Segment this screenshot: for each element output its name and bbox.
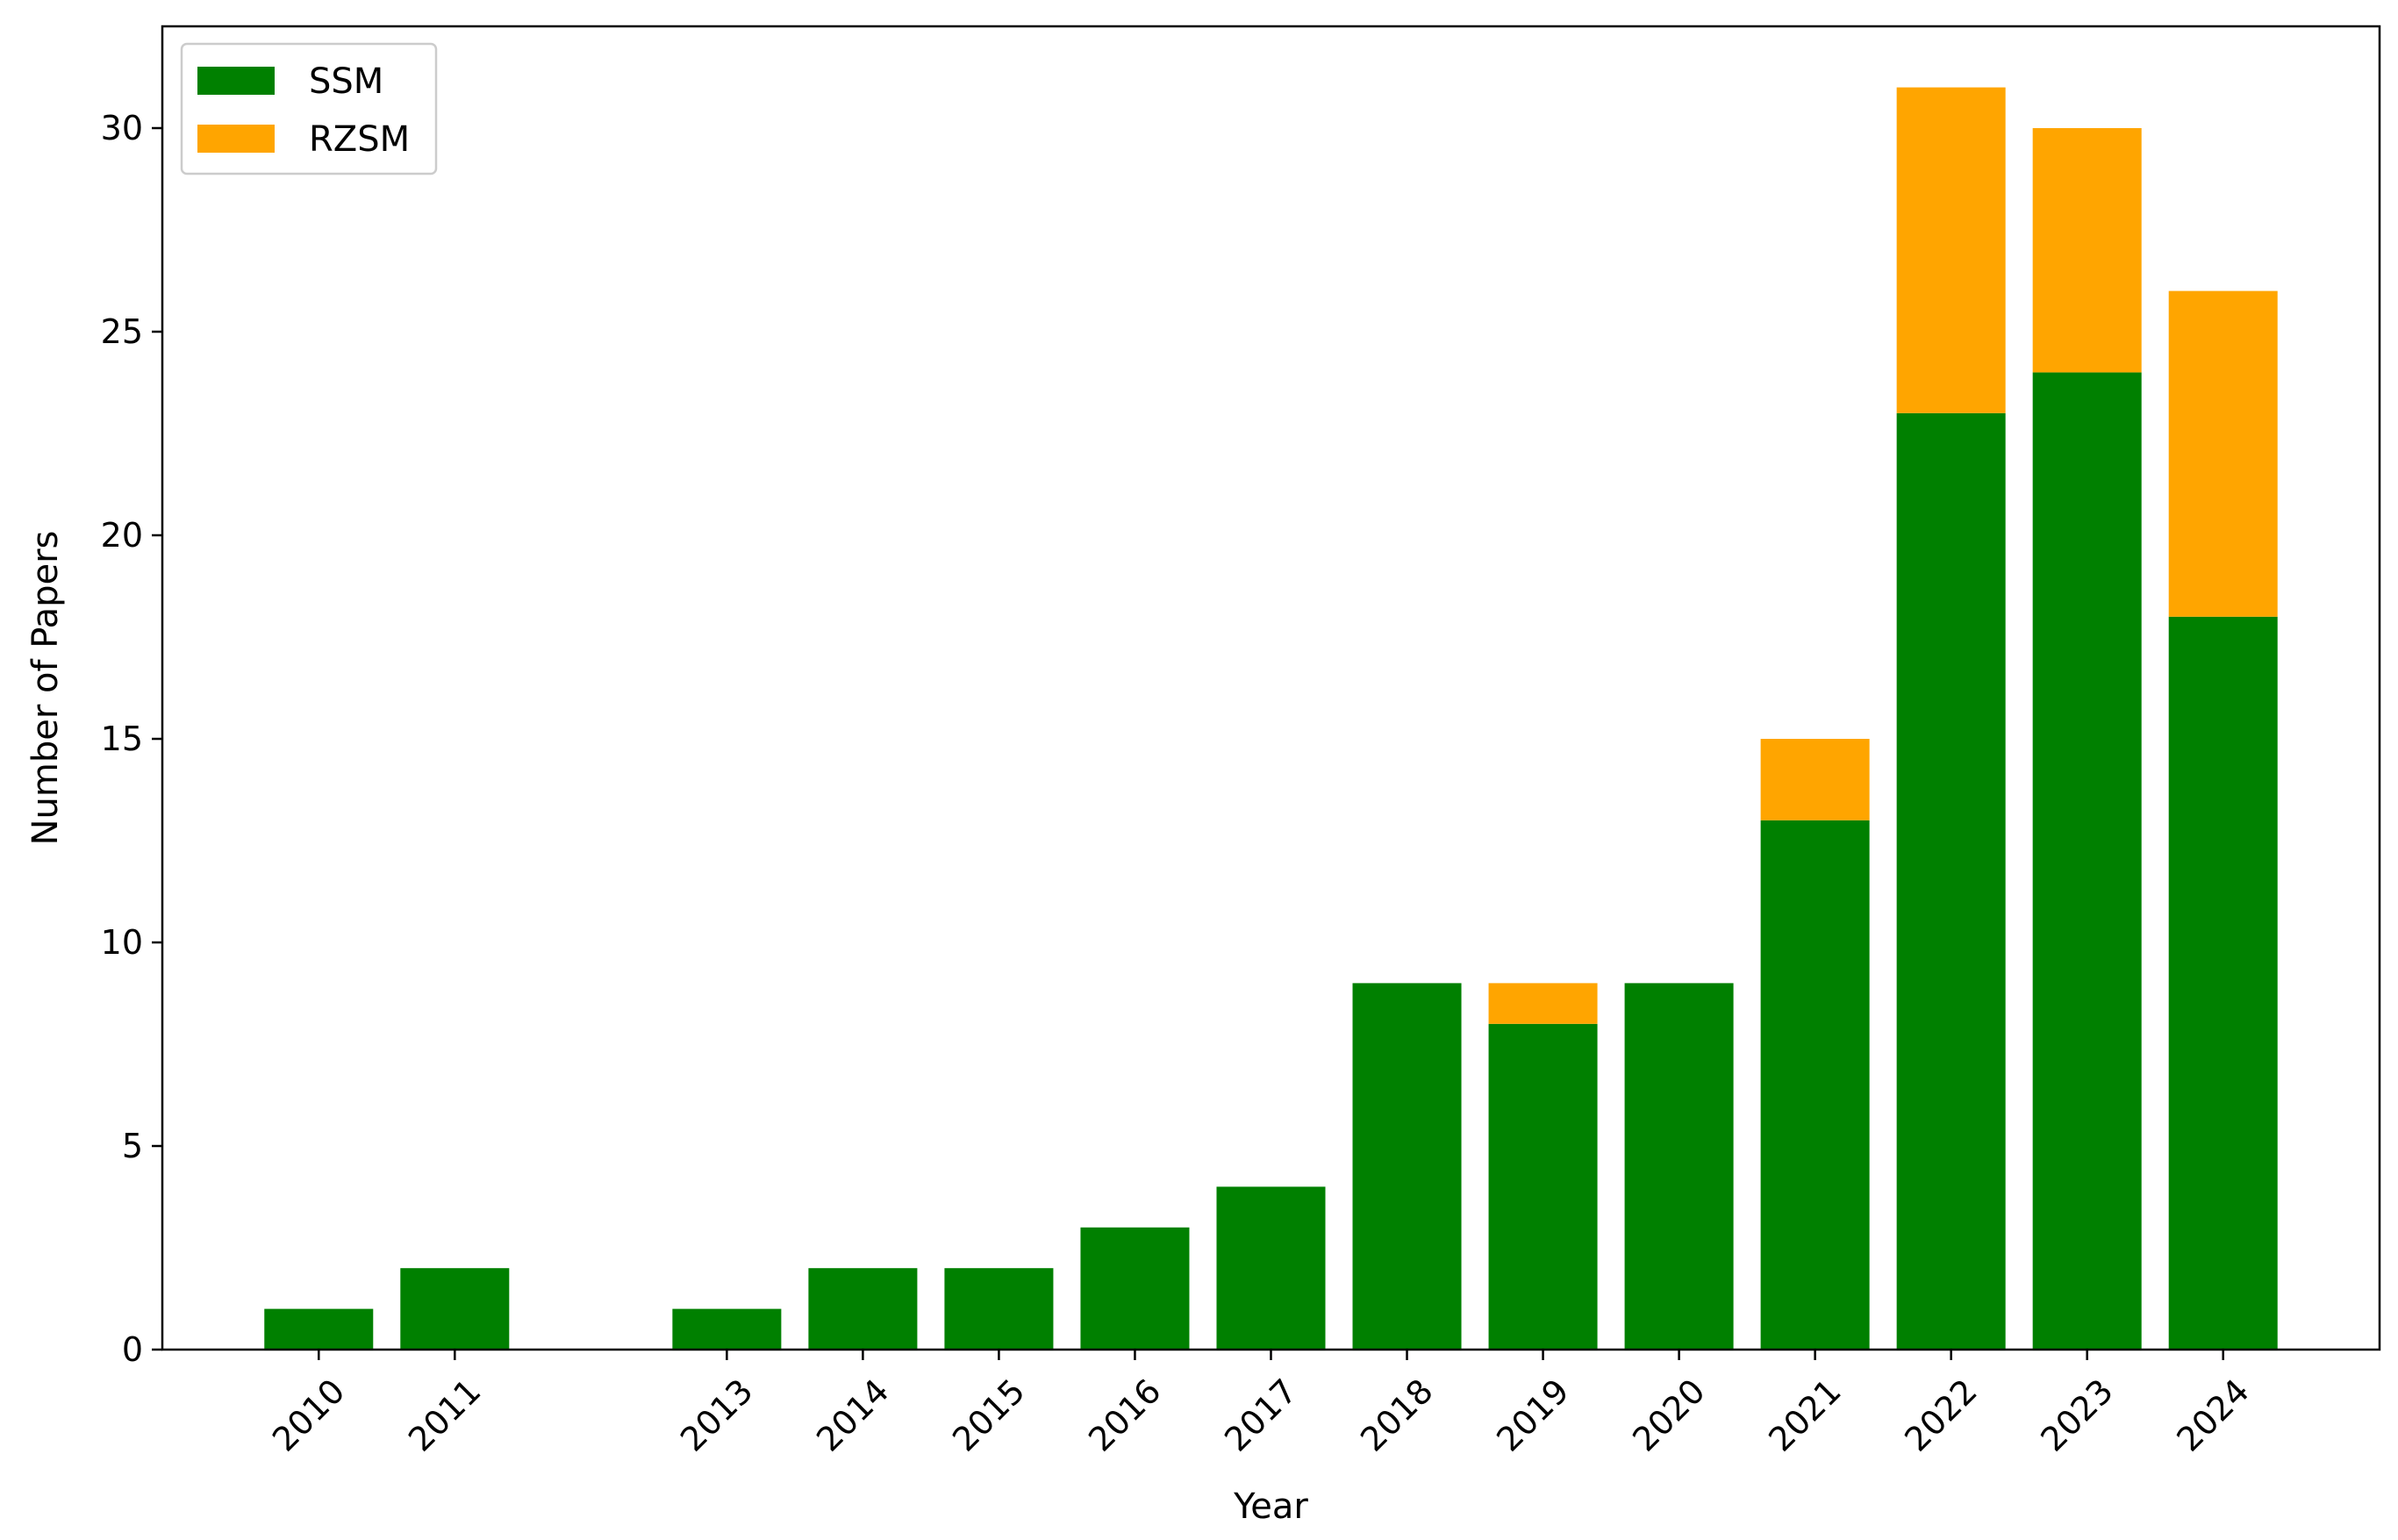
y-tick-label-15: 15 [101, 720, 143, 758]
y-axis-label: Number of Papers [25, 531, 66, 846]
bar-rzsm-2024 [2168, 290, 2278, 617]
y-tick-label-20: 20 [101, 516, 143, 555]
bar-ssm-2018 [1352, 983, 1462, 1350]
legend-swatch-ssm [197, 67, 275, 95]
bar-ssm-2021 [1760, 820, 1870, 1350]
bar-rzsm-2021 [1760, 739, 1870, 820]
bar-rzsm-2022 [1896, 87, 2006, 413]
legend-swatch-rzsm [197, 125, 275, 153]
y-tick-label-10: 10 [101, 923, 143, 962]
bar-rzsm-2019 [1488, 983, 1598, 1024]
legend-label-rzsm: RZSM [309, 119, 410, 160]
bar-ssm-2022 [1896, 412, 2006, 1350]
bar-ssm-2020 [1624, 983, 1734, 1350]
bar-ssm-2014 [808, 1268, 918, 1350]
bar-ssm-2024 [2168, 616, 2278, 1350]
bar-ssm-2013 [672, 1308, 782, 1350]
bar-ssm-2019 [1488, 1023, 1598, 1350]
bar-ssm-2010 [264, 1308, 374, 1350]
y-tick-label-25: 25 [101, 312, 143, 351]
y-tick-label-30: 30 [101, 109, 143, 147]
x-axis-label: Year [1233, 1486, 1308, 1527]
y-tick-label-5: 5 [122, 1127, 143, 1165]
y-tick-label-0: 0 [122, 1330, 143, 1369]
bar-ssm-2017 [1216, 1186, 1326, 1350]
bar-ssm-2015 [944, 1268, 1054, 1350]
legend-label-ssm: SSM [309, 61, 383, 102]
legend-items: SSM RZSM [197, 61, 410, 160]
legend: SSM RZSM [180, 42, 438, 175]
bars-layer [264, 87, 2278, 1350]
bar-rzsm-2023 [2032, 128, 2142, 373]
bar-ssm-2016 [1080, 1227, 1190, 1350]
bar-ssm-2023 [2032, 372, 2142, 1350]
bar-ssm-2011 [400, 1268, 510, 1350]
